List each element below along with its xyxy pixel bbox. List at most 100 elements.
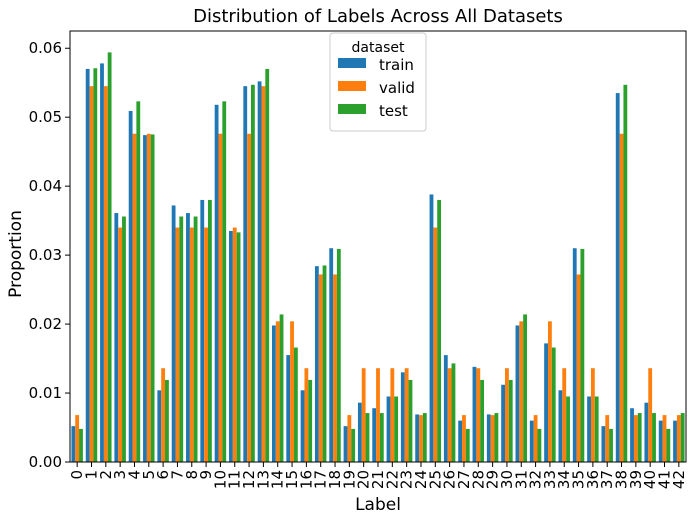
bar-train-27 xyxy=(458,420,463,462)
bar-test-40 xyxy=(652,413,656,462)
bar-test-14 xyxy=(279,314,284,462)
bar-train-15 xyxy=(286,355,291,462)
bar-valid-36 xyxy=(590,368,595,462)
bar-valid-40 xyxy=(648,368,653,462)
bar-valid-5 xyxy=(146,133,151,462)
x-tick-label: 3 xyxy=(111,470,129,480)
x-tick-label: 16 xyxy=(297,470,315,489)
legend-swatch xyxy=(338,104,366,114)
bar-valid-1 xyxy=(89,86,94,463)
x-tick-label: 33 xyxy=(541,470,559,489)
bar-train-16 xyxy=(300,390,305,462)
x-tick-label: 9 xyxy=(197,470,215,480)
x-tick-label: 39 xyxy=(627,470,645,489)
x-tick-label: 0 xyxy=(68,470,86,480)
bar-test-6 xyxy=(165,379,169,462)
bar-train-41 xyxy=(658,420,663,462)
x-tick-label: 36 xyxy=(584,470,602,489)
bar-valid-12 xyxy=(247,133,251,462)
x-tick-label: 8 xyxy=(183,470,201,480)
bar-valid-24 xyxy=(419,415,423,462)
bar-test-1 xyxy=(93,68,98,463)
bar-train-24 xyxy=(415,414,420,462)
bar-test-22 xyxy=(394,396,399,462)
bar-valid-17 xyxy=(318,274,323,462)
bar-valid-31 xyxy=(519,321,524,462)
legend-item-valid: valid xyxy=(338,79,415,97)
bar-valid-42 xyxy=(676,415,681,462)
bar-test-39 xyxy=(637,413,642,462)
series-valid xyxy=(75,86,681,463)
bar-test-42 xyxy=(680,413,685,462)
x-tick-label: 42 xyxy=(670,470,688,489)
x-tick-label: 26 xyxy=(441,470,459,489)
bar-valid-10 xyxy=(218,133,223,462)
bar-valid-8 xyxy=(189,227,194,462)
bar-test-8 xyxy=(193,216,198,462)
chart-title: Distribution of Labels Across All Datase… xyxy=(193,6,563,27)
bar-train-14 xyxy=(271,325,276,462)
bar-test-19 xyxy=(351,428,356,462)
x-tick-label: 1 xyxy=(82,470,100,480)
bar-test-25 xyxy=(437,199,442,462)
y-tick-label: 0.04 xyxy=(29,177,62,195)
bar-train-5 xyxy=(143,135,147,462)
x-axis: 0123456789101112131415161718192021222324… xyxy=(68,462,688,489)
bar-test-18 xyxy=(336,248,341,462)
bar-test-29 xyxy=(494,413,499,462)
bar-valid-27 xyxy=(462,415,466,462)
bar-train-29 xyxy=(486,414,491,462)
bar-train-26 xyxy=(443,355,448,462)
bar-valid-11 xyxy=(232,227,237,462)
bar-train-18 xyxy=(329,248,334,462)
bar-train-31 xyxy=(515,325,520,462)
x-tick-label: 31 xyxy=(512,470,530,489)
bar-train-8 xyxy=(186,213,190,462)
x-tick-label: 22 xyxy=(383,470,401,489)
x-tick-label: 6 xyxy=(154,470,172,480)
y-axis-title: Proportion xyxy=(6,210,26,298)
bar-valid-3 xyxy=(118,227,123,462)
bar-train-23 xyxy=(400,372,405,462)
series-test xyxy=(79,52,685,463)
bar-valid-41 xyxy=(662,415,667,462)
legend-item-test: test xyxy=(338,102,408,120)
bar-train-12 xyxy=(243,86,248,463)
bar-valid-37 xyxy=(605,415,610,462)
bar-test-13 xyxy=(265,68,270,463)
y-tick-label: 0.03 xyxy=(29,246,62,264)
bar-test-24 xyxy=(422,413,427,462)
plot-area xyxy=(69,30,687,463)
bar-train-37 xyxy=(601,426,606,462)
x-tick-label: 15 xyxy=(283,470,301,489)
bar-valid-9 xyxy=(204,227,208,462)
bar-test-31 xyxy=(523,314,527,462)
series-train xyxy=(71,63,677,463)
bar-train-38 xyxy=(615,93,620,462)
x-tick-label: 5 xyxy=(140,470,158,480)
legend-label: train xyxy=(379,56,414,74)
x-tick-label: 35 xyxy=(570,470,588,489)
x-tick-label: 37 xyxy=(598,470,616,489)
bar-test-28 xyxy=(480,379,485,462)
bar-valid-14 xyxy=(275,321,280,462)
y-tick-label: 0.05 xyxy=(29,108,62,126)
x-tick-label: 40 xyxy=(641,470,659,489)
bar-test-41 xyxy=(666,428,671,462)
bar-train-39 xyxy=(630,408,634,462)
bar-test-21 xyxy=(379,413,384,462)
bar-test-27 xyxy=(465,428,470,462)
bar-train-11 xyxy=(229,230,233,462)
bar-train-3 xyxy=(114,213,119,462)
bar-train-4 xyxy=(128,110,133,463)
bar-test-33 xyxy=(551,347,556,462)
legend: dataset train valid test xyxy=(329,32,427,132)
bar-test-10 xyxy=(222,101,227,462)
x-tick-label: 29 xyxy=(484,470,502,489)
bar-valid-20 xyxy=(361,368,366,462)
bar-test-30 xyxy=(508,379,513,462)
legend-label: test xyxy=(379,102,408,120)
bar-train-28 xyxy=(472,366,477,462)
bar-test-35 xyxy=(580,248,585,462)
bar-train-36 xyxy=(587,396,591,462)
